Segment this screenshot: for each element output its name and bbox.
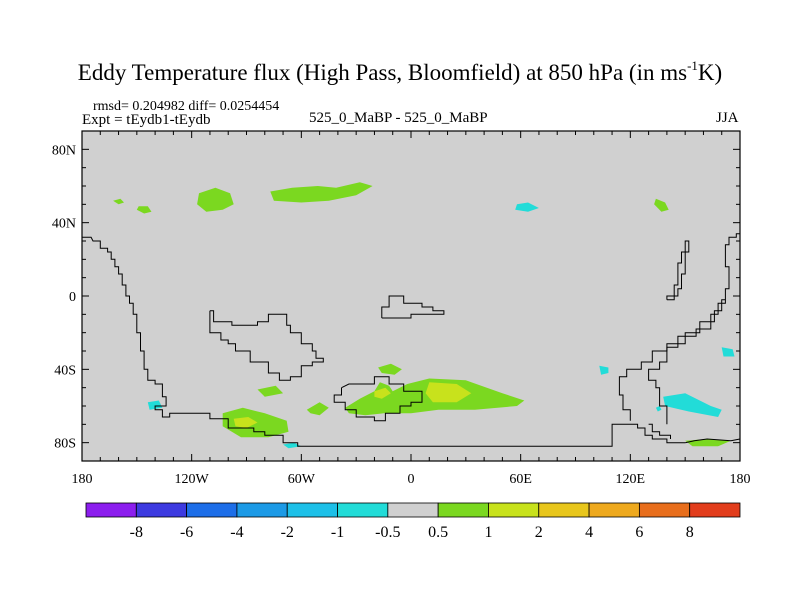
colorbar-label: -8 <box>130 524 143 541</box>
colorbar-label: -6 <box>180 524 193 541</box>
contour-region-9 <box>147 400 163 410</box>
contour-region-16 <box>654 198 669 212</box>
colorbar: -8 -6 -4 -2 -1 -0.5 0.5 1 2 4 6 8 <box>85 502 741 541</box>
colorbar-swatch-11 <box>638 502 691 518</box>
contour-region-20 <box>655 406 662 412</box>
contour-region-3 <box>270 182 373 203</box>
x-tick-label: 120E <box>616 472 646 487</box>
colorbar-label: 4 <box>585 524 593 541</box>
contour-region-12 <box>378 363 402 375</box>
y-tick-label: 80S <box>54 437 76 452</box>
colorbar-swatch-1 <box>135 502 188 518</box>
x-tick-label: 180 <box>730 472 751 487</box>
coastline-asia-strip <box>648 233 740 425</box>
colorbar-swatch-2 <box>186 502 238 518</box>
coastline-africa-block <box>209 310 324 381</box>
x-tick-label: 180 <box>72 472 93 487</box>
contour-region-17 <box>599 365 609 375</box>
x-tick-label: 0 <box>408 472 415 487</box>
colorbar-label: 1 <box>484 524 492 541</box>
contour-region-18 <box>721 347 735 357</box>
y-tick-label: 80N <box>52 143 76 158</box>
contour-region-15 <box>515 202 539 212</box>
coastline-equatorial-island <box>381 295 445 319</box>
coastline-pacific-island <box>666 240 690 301</box>
colorbar-label: 8 <box>686 524 694 541</box>
colorbar-swatch-6 <box>387 502 439 518</box>
colorbar-swatch-9 <box>538 502 590 518</box>
stats-label: rmsd= 0.204982 diff= 0.0254454 <box>93 99 280 114</box>
colorbar-swatch-7 <box>437 502 489 518</box>
coastline-southeast-islands <box>648 423 671 439</box>
x-tick-label: 120W <box>175 472 210 487</box>
colorbar-label: -4 <box>230 524 243 541</box>
axes-layer: 180 120W 60W 0 60E 120E 180 80N 40N 0 40S 80S <box>52 130 751 487</box>
contour-region-19 <box>663 393 722 417</box>
contour-region-8 <box>257 385 284 397</box>
map-layer <box>82 131 741 461</box>
coastline-austral-islands <box>333 376 423 422</box>
coastline-americas-west <box>82 236 686 447</box>
colorbar-swatch-8 <box>488 502 540 518</box>
colorbar-label: -1 <box>331 524 344 541</box>
colorbar-label: 0.5 <box>428 524 448 541</box>
contour-region-10 <box>306 402 329 416</box>
colorbar-swatch-0 <box>85 502 137 518</box>
chart-title: Eddy Temperature flux (High Pass, Bloomf… <box>77 58 723 85</box>
colorbar-label: 6 <box>635 524 643 541</box>
season-label: JJA <box>716 110 739 126</box>
y-tick-label: 0 <box>69 290 76 305</box>
contour-region-6 <box>233 417 258 428</box>
colorbar-swatch-12 <box>689 502 741 518</box>
coastline-antarctica-east <box>685 438 741 444</box>
comparison-label: 525_0_MaBP - 525_0_MaBP <box>309 110 488 126</box>
y-tick-label: 40S <box>54 363 76 378</box>
x-tick-label: 60W <box>288 472 316 487</box>
contour-region-14 <box>374 387 391 399</box>
colorbar-label: 2 <box>535 524 543 541</box>
colorbar-swatch-3 <box>236 502 288 518</box>
colorbar-swatch-10 <box>588 502 640 518</box>
experiment-label: Expt = tEydb1-tEydb <box>82 112 211 128</box>
contour-region-7 <box>283 442 302 449</box>
colorbar-swatch-5 <box>337 502 389 518</box>
contour-region-13 <box>425 382 472 403</box>
colorbar-swatch-4 <box>286 502 338 518</box>
contour-region-2 <box>197 187 234 212</box>
x-tick-label: 60E <box>509 472 532 487</box>
coastline-asia-inner <box>618 299 726 421</box>
colorbar-label: -0.5 <box>375 524 400 541</box>
colorbar-label: -2 <box>281 524 294 541</box>
contour-region-0 <box>113 198 124 205</box>
y-tick-label: 40N <box>52 217 76 232</box>
contour-region-1 <box>136 206 152 214</box>
